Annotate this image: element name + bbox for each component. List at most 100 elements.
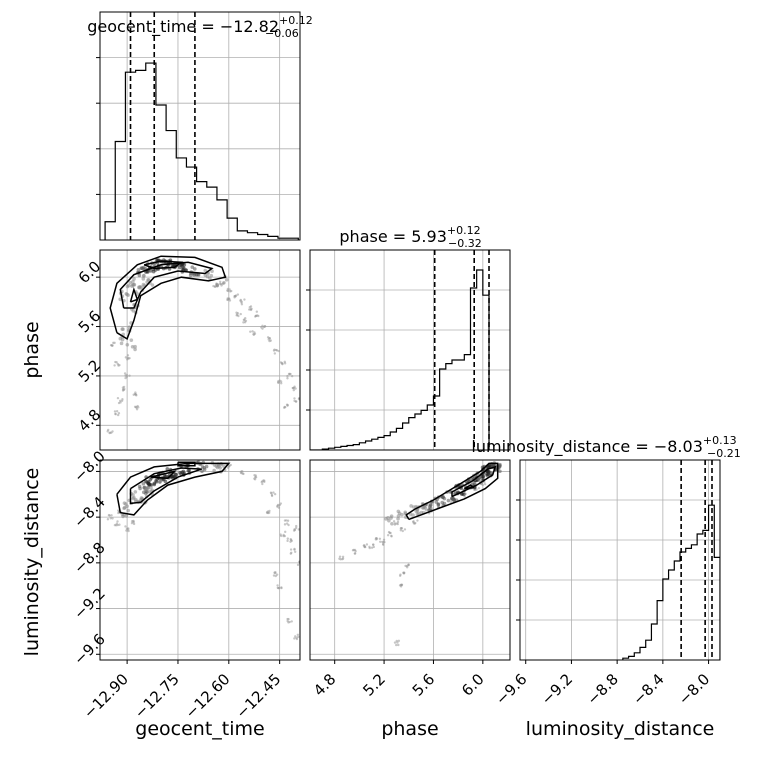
sample-point [286, 377, 289, 380]
density-point [387, 518, 391, 523]
y-tick-marks [96, 57, 100, 195]
density-point [386, 516, 390, 520]
density-point [138, 486, 142, 491]
sample-point [279, 533, 282, 536]
sample-point [117, 364, 120, 367]
grid [100, 460, 300, 660]
density-point [133, 490, 138, 494]
sample-point [379, 540, 382, 543]
density-point [145, 480, 149, 484]
grid [520, 460, 720, 660]
sample-point [395, 639, 398, 643]
density-point [484, 472, 489, 476]
sample-point [135, 408, 139, 411]
sample-point [395, 522, 398, 525]
density-point [212, 468, 216, 473]
sample-point [283, 405, 287, 409]
sample-point [240, 303, 244, 306]
sample-point [293, 397, 296, 400]
sample-point [242, 472, 245, 476]
sample-point [110, 514, 113, 517]
sample-point [126, 354, 130, 357]
grid [100, 250, 300, 450]
sample-point [280, 586, 283, 590]
x-tick-label: −9.2 [538, 670, 576, 708]
density-point [446, 498, 451, 503]
sample-point [273, 492, 277, 496]
density-point [442, 496, 447, 501]
density-point [127, 283, 131, 288]
density-point [125, 342, 130, 347]
sample-point [372, 543, 375, 546]
density-point [498, 469, 502, 474]
scatter-panel-phase-vs-geocent-time: 4.85.25.66.0 [75, 249, 301, 451]
sample-point [109, 431, 112, 434]
sample-point [235, 314, 238, 317]
x-tick-label: −12.60 [182, 670, 234, 722]
density-point [130, 344, 135, 349]
sample-point [249, 330, 252, 333]
sample-point [266, 511, 269, 515]
sample-point [370, 546, 374, 549]
sample-point [296, 633, 300, 636]
sample-point [297, 528, 300, 531]
x-tick-label: −8.0 [675, 670, 713, 708]
density-point [193, 267, 197, 271]
y-axis-label-luminosity-distance: luminosity_distance [21, 468, 43, 657]
sample-point [293, 637, 296, 640]
sample-point [286, 617, 289, 621]
density-points [106, 255, 300, 435]
contour-line [150, 470, 177, 480]
sample-point [392, 520, 396, 523]
contour-line [129, 286, 139, 303]
sample-point [286, 537, 290, 540]
sample-point [295, 637, 299, 641]
sample-point [393, 523, 397, 526]
contour-line [177, 461, 196, 467]
contour-line [119, 261, 214, 309]
sample-point [268, 336, 271, 340]
x-axis-label-luminosity-distance: luminosity_distance [526, 718, 715, 740]
sample-point [262, 479, 265, 482]
density-point [127, 325, 132, 329]
x-tick-label: 5.6 [409, 670, 439, 700]
sample-point [290, 620, 293, 623]
sample-point [107, 428, 110, 432]
density-point [208, 276, 212, 281]
sample-point [272, 491, 275, 494]
sample-point [283, 519, 287, 522]
density-point [429, 506, 433, 511]
sample-point [294, 400, 298, 403]
sample-point [395, 643, 398, 647]
density-point [400, 512, 404, 517]
density-point [118, 297, 123, 302]
sample-point [483, 482, 487, 486]
sample-point [341, 555, 345, 559]
sample-point [396, 520, 400, 524]
sample-point [125, 527, 129, 530]
y-tick-marks [516, 499, 520, 621]
density-point [128, 280, 132, 285]
density-point [124, 291, 129, 296]
x-tick-label: −12.90 [80, 670, 132, 722]
sample-point [277, 381, 280, 384]
contour-line [116, 462, 231, 516]
density-point [133, 344, 137, 349]
tick-labels: −9.6 −9.2 −8.8 −8.4 −8.0 [492, 660, 713, 709]
sample-point [416, 519, 419, 522]
sample-point [382, 538, 386, 541]
sample-point [113, 523, 117, 527]
sample-point [111, 430, 114, 433]
title-phase-minus: −0.32 [448, 237, 482, 250]
sample-point [124, 376, 127, 380]
sample-point [255, 310, 259, 313]
density-point [141, 481, 146, 486]
density-point [203, 268, 208, 273]
quantile-lines [680, 460, 713, 660]
density-point [158, 480, 162, 484]
sample-point [243, 298, 246, 301]
density-point [462, 492, 466, 497]
sample-point [108, 514, 111, 517]
sample-point [387, 530, 391, 534]
sample-point [256, 314, 259, 317]
